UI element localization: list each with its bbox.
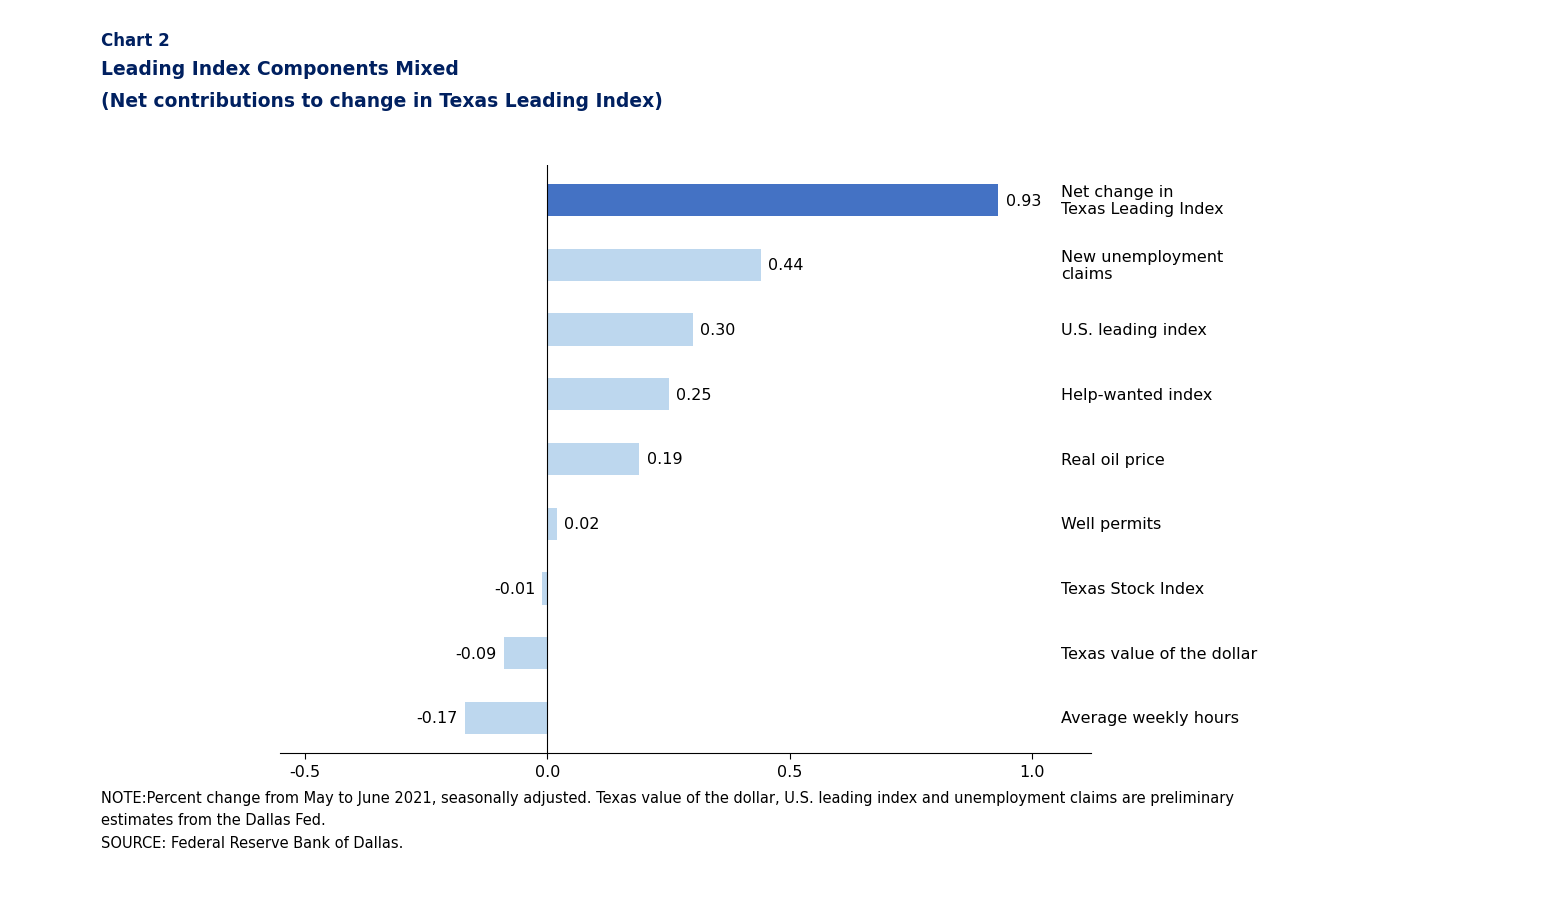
Bar xyxy=(547,185,999,217)
Text: U.S. leading index: U.S. leading index xyxy=(1061,323,1207,337)
Text: Texas Stock Index: Texas Stock Index xyxy=(1061,582,1204,596)
Text: Average weekly hours: Average weekly hours xyxy=(1061,710,1240,725)
Text: Well permits: Well permits xyxy=(1061,516,1162,531)
Text: 0.19: 0.19 xyxy=(647,452,682,467)
Text: Leading Index Components Mixed: Leading Index Components Mixed xyxy=(101,60,460,79)
Bar xyxy=(547,249,760,282)
Text: 0.93: 0.93 xyxy=(1006,194,1041,209)
Text: 0.30: 0.30 xyxy=(700,323,735,337)
Bar xyxy=(464,702,547,734)
Bar xyxy=(542,573,547,605)
Bar xyxy=(547,379,668,411)
Text: (Net contributions to change in Texas Leading Index): (Net contributions to change in Texas Le… xyxy=(101,92,664,111)
Text: Help-wanted index: Help-wanted index xyxy=(1061,388,1212,403)
Text: 0.44: 0.44 xyxy=(768,258,804,273)
Text: New unemployment
claims: New unemployment claims xyxy=(1061,249,1223,282)
Text: 0.02: 0.02 xyxy=(564,516,600,531)
Text: NOTE:Percent change from May to June 2021, seasonally adjusted. Texas value of t: NOTE:Percent change from May to June 202… xyxy=(101,790,1234,850)
Text: -0.17: -0.17 xyxy=(416,710,458,725)
Text: Net change in
Texas Leading Index: Net change in Texas Leading Index xyxy=(1061,185,1225,217)
Bar xyxy=(547,508,556,540)
Text: Texas value of the dollar: Texas value of the dollar xyxy=(1061,646,1257,661)
Text: 0.25: 0.25 xyxy=(676,388,712,403)
Text: -0.09: -0.09 xyxy=(455,646,497,661)
Text: -0.01: -0.01 xyxy=(494,582,534,596)
Bar xyxy=(503,637,547,670)
Text: Real oil price: Real oil price xyxy=(1061,452,1165,467)
Bar xyxy=(547,314,693,346)
Bar xyxy=(547,443,639,476)
Text: Chart 2: Chart 2 xyxy=(101,32,170,51)
